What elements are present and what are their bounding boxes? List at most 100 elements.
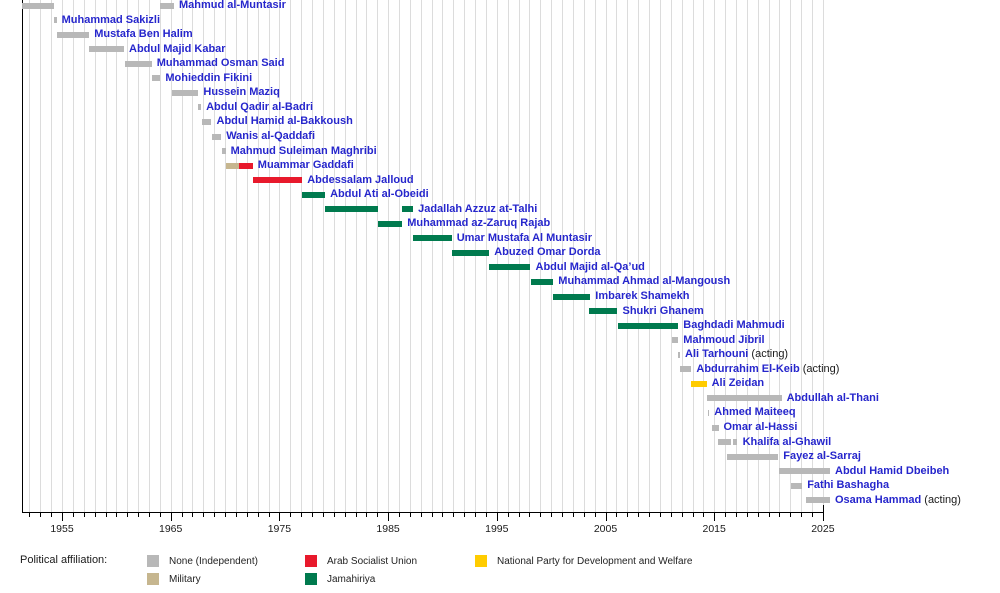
year-gridline — [322, 0, 324, 512]
minor-tick — [235, 512, 237, 517]
pm-name-link[interactable]: Muhammad az-Zaruq Rajab — [407, 217, 550, 230]
pm-name-text: Fathi Bashagha — [807, 479, 890, 492]
year-gridline — [29, 0, 31, 512]
year-gridline — [605, 0, 607, 512]
axis-tick-label: 1955 — [50, 523, 74, 535]
pm-name-link[interactable]: Mohieddin Fikini — [165, 72, 252, 85]
y-axis-line — [22, 0, 24, 512]
pm-name-link[interactable]: Abdullah al-Thani — [787, 392, 879, 405]
year-gridline — [735, 0, 737, 512]
pm-name-link[interactable]: Wanis al-Qaddafi — [226, 130, 315, 143]
pm-name-link[interactable]: Abdurrahim El-Keib (acting) — [696, 363, 839, 376]
pm-name-link[interactable]: Abdessalam Jalloud — [307, 174, 413, 187]
term-bar-none — [678, 351, 680, 358]
pm-name-text: Umar Mustafa Al Muntasir — [456, 231, 592, 244]
year-gridline — [159, 0, 161, 512]
minor-tick — [268, 512, 270, 517]
year-gridline — [638, 0, 640, 512]
year-gridline — [551, 0, 553, 512]
pm-name-link[interactable]: Mahmoud Jibril — [683, 334, 764, 347]
year-gridline — [301, 0, 303, 512]
pm-name-link[interactable]: Muhammad Ahmad al-Mangoush — [558, 275, 730, 288]
term-bar-none — [125, 60, 152, 67]
pm-name-text: Mohieddin Fikini — [165, 71, 253, 84]
major-tick — [279, 512, 281, 521]
year-gridline — [333, 0, 335, 512]
minor-tick — [312, 512, 313, 517]
pm-name-link[interactable]: Hussein Maziq — [203, 86, 279, 99]
pm-name-text: Baghdadi Mahmudi — [683, 319, 785, 332]
pm-name-link[interactable]: Abuzed Omar Dorda — [494, 246, 600, 259]
minor-tick — [181, 512, 183, 517]
legend-swatch-jamahiriya — [305, 573, 317, 585]
pm-name-link[interactable]: Ali Tarhouni (acting) — [685, 348, 788, 361]
pm-name-link[interactable]: Abdul Majid al-Qa’ud — [536, 261, 645, 274]
year-gridline — [681, 0, 683, 512]
pm-name-text: Ali Tarhouni — [685, 348, 749, 361]
year-gridline — [583, 0, 585, 512]
pm-name-link[interactable]: Jadallah Azzuz at-Talhi — [418, 203, 537, 216]
term-bar-jamahiriya — [617, 322, 679, 329]
pm-name-link[interactable]: Shukri Ghanem — [623, 305, 704, 318]
pm-name-link[interactable]: Muammar Gaddafi — [258, 159, 354, 172]
year-gridline — [257, 0, 259, 512]
pm-name-text: Muhammad Ahmad al-Mangoush — [558, 275, 731, 288]
minor-tick — [138, 512, 140, 517]
pm-name-link[interactable]: Mustafa Ben Halim — [94, 28, 192, 41]
pm-name-link[interactable]: Abdul Hamid Dbeibeh — [835, 465, 949, 478]
pm-name-link[interactable]: Fathi Bashagha — [807, 479, 889, 492]
year-gridline — [822, 0, 824, 512]
pm-name-link[interactable]: Ali Zeidan — [712, 377, 765, 390]
term-bar-jamahiriya — [451, 249, 490, 256]
term-bar-none — [159, 2, 174, 9]
pm-name-text: Fayez al-Sarraj — [783, 450, 861, 463]
acting-suffix: (acting) — [748, 348, 789, 361]
legend-label-asu: Arab Socialist Union — [327, 556, 418, 567]
minor-tick — [420, 512, 422, 517]
pm-name-link[interactable]: Mahmud Suleiman Maghribi — [231, 145, 377, 158]
pm-name-link[interactable]: Abdul Ati al-Obeidi — [330, 188, 429, 201]
term-bar-none — [727, 453, 779, 460]
pm-name-link[interactable]: Khalifa al-Ghawil — [743, 436, 832, 449]
pm-name-link[interactable]: Omar al-Hassi — [724, 421, 798, 434]
year-gridline — [442, 0, 444, 512]
minor-tick — [333, 512, 335, 517]
pm-name-text: Muhammad Osman Said — [156, 57, 285, 70]
minor-tick — [203, 512, 205, 517]
term-bar-none — [717, 439, 732, 445]
pm-name-text: Imbarek Shamekh — [595, 290, 690, 302]
pm-name-link[interactable]: Abdul Majid Kabar — [129, 43, 226, 56]
term-bar-military — [225, 162, 240, 169]
minor-tick — [475, 512, 477, 517]
legend-title: Political affiliation: — [20, 554, 108, 566]
pm-name-link[interactable]: Umar Mustafa Al Muntasir — [457, 232, 592, 245]
year-gridline — [94, 0, 96, 512]
pm-name-link[interactable]: Fayez al-Sarraj — [783, 450, 861, 463]
year-gridline — [203, 0, 205, 512]
year-gridline — [72, 0, 74, 512]
pm-name-link[interactable]: Baghdadi Mahmudi — [683, 319, 784, 332]
year-gridline — [464, 0, 466, 512]
year-gridline — [507, 0, 509, 512]
term-bar-none — [680, 366, 692, 373]
pm-name-link[interactable]: Muhammad Osman Said — [157, 57, 285, 70]
term-bar-jamahiriya — [489, 264, 531, 271]
pm-name-link[interactable]: Abdul Hamid al-Bakkoush — [217, 115, 353, 128]
minor-tick — [192, 512, 194, 517]
year-gridline — [649, 0, 650, 512]
minor-tick — [116, 512, 118, 517]
pm-name-text: Omar al-Hassi — [723, 421, 798, 433]
pm-name-link[interactable]: Abdul Qadir al-Badri — [206, 101, 313, 114]
pm-name-link[interactable]: Imbarek Shamekh — [595, 290, 689, 303]
minor-tick — [377, 512, 379, 517]
pm-name-link[interactable]: Ahmed Maiteeq — [714, 406, 795, 419]
pm-name-link[interactable]: Muhammad Sakizli — [62, 14, 160, 27]
minor-tick — [409, 512, 411, 517]
minor-tick — [594, 512, 596, 517]
pm-name-link[interactable]: Osama Hammad (acting) — [835, 494, 961, 507]
minor-tick — [485, 512, 487, 517]
minor-tick — [790, 512, 792, 517]
pm-name-link[interactable]: Mahmud al-Muntasir — [179, 0, 286, 12]
minor-tick — [616, 512, 618, 517]
